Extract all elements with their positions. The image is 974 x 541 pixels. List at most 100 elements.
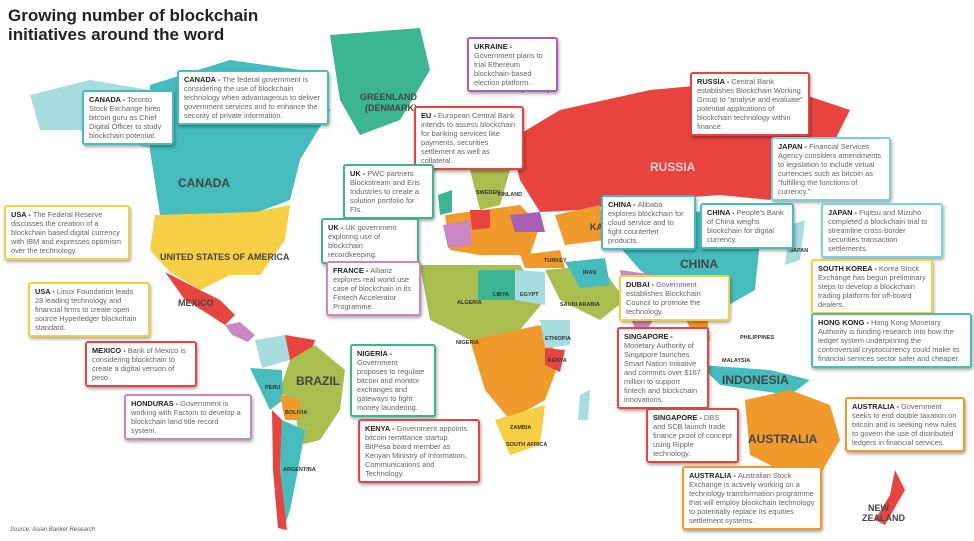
callout-singapore: SINGAPORE - Monetary Authority of Singap… bbox=[617, 327, 709, 409]
callout-honduras: HONDURAS - Government is working with Fa… bbox=[124, 394, 252, 440]
kazakhstan-region bbox=[555, 205, 605, 245]
callout-text: Australian Stock Exchange is actively wo… bbox=[689, 471, 815, 525]
callout-china: CHINA - People's Bank of China weighs bl… bbox=[700, 203, 794, 249]
country-label: LIBYA bbox=[493, 292, 509, 298]
callout-text: Toronto Stock Exchange hires bitcoin gur… bbox=[89, 95, 162, 140]
country-label: SAUDI ARABIA bbox=[560, 302, 600, 308]
callout-country: HONG KONG - bbox=[818, 318, 871, 327]
country-label: KAZ bbox=[590, 222, 609, 232]
country-label: GREENLAND bbox=[360, 92, 418, 102]
callout-eu: EU - European Central Bank intends to as… bbox=[414, 106, 524, 170]
callout-country: AUSTRALIA - bbox=[689, 471, 738, 480]
callout-japan: JAPAN - Financial Services Agency consid… bbox=[771, 137, 891, 201]
country-label: ETHIOPIA bbox=[545, 336, 571, 342]
callout-text: Central Bank establishes Blockchain Work… bbox=[697, 77, 803, 131]
country-label: JAPAN bbox=[790, 248, 809, 254]
callout-country: AUSTRALIA - bbox=[852, 402, 901, 411]
callout-text: Monetary Authority of Singapore launches… bbox=[624, 341, 701, 404]
ukraine-region bbox=[510, 212, 545, 232]
callout-text: Government plans to trial Ethereum block… bbox=[474, 51, 543, 87]
southern-africa-region bbox=[495, 405, 545, 455]
country-label: PERU bbox=[265, 385, 281, 391]
callout-text: Financial Services Agency considers amen… bbox=[778, 142, 882, 196]
country-label: SOUTH AFRICA bbox=[506, 442, 548, 448]
usa-region bbox=[150, 205, 290, 290]
kenya-region bbox=[545, 348, 565, 372]
page-title: Growing number of blockchain initiatives… bbox=[8, 6, 259, 44]
callout-country: SINGAPORE - bbox=[653, 413, 704, 422]
country-label: ALGERIA bbox=[457, 300, 482, 306]
mexico-region bbox=[165, 272, 235, 325]
country-label: RUSSIA bbox=[650, 160, 696, 174]
uk-region bbox=[438, 190, 452, 215]
callout-country: USA - bbox=[11, 210, 33, 219]
callout-usa: USA - Linux Foundation leads 28 leading … bbox=[28, 282, 150, 337]
country-label: TURKEY bbox=[544, 258, 567, 264]
bolivia-region bbox=[280, 395, 300, 420]
callout-country: MEXICO - bbox=[92, 346, 128, 355]
callout-text: Government appoints bitcoin remittance s… bbox=[365, 424, 468, 478]
callout-text: The federal government is considering th… bbox=[184, 75, 321, 120]
country-label: CANADA bbox=[178, 176, 230, 190]
country-label: MEXICO bbox=[178, 298, 214, 308]
country-label: KENYA bbox=[548, 358, 567, 364]
libya-region bbox=[478, 270, 515, 300]
callout-country: UKRAINE - bbox=[474, 42, 513, 51]
callout-text: European Central Bank intends to assess … bbox=[421, 111, 516, 165]
callout-text: Allianz explores real world use case of … bbox=[333, 266, 412, 311]
country-label: ZAMBIA bbox=[510, 425, 532, 431]
callout-canada: CANADA - Toronto Stock Exchange hires bi… bbox=[82, 90, 174, 145]
brazil-region bbox=[280, 345, 345, 445]
country-label: NIGERIA bbox=[456, 340, 479, 346]
country-label: AUSTRALIA bbox=[748, 432, 818, 446]
new-zealand-region bbox=[875, 470, 905, 525]
callout-country: SINGAPORE - bbox=[624, 332, 673, 341]
callout-country: CHINA - bbox=[608, 200, 638, 209]
callout-text: Linux Foundation leads 28 leading techno… bbox=[35, 287, 137, 332]
callout-country: CANADA - bbox=[184, 75, 223, 84]
argentina-region bbox=[280, 420, 305, 525]
source-note: Source: Asian Banker Research bbox=[10, 527, 96, 533]
central-africa-region bbox=[470, 325, 560, 420]
callout-text: Hong Kong Monetary Authority is funding … bbox=[818, 318, 960, 363]
callout-text: People's Bank of China weighs blockchain… bbox=[707, 208, 784, 244]
country-label: FINLAND bbox=[498, 192, 523, 198]
country-label: INDONESIA bbox=[722, 373, 789, 387]
callout-mexico: MEXICO - Bank of Mexico is considering b… bbox=[85, 341, 197, 387]
callout-text: Bank of Mexico is considering blockchain… bbox=[92, 346, 186, 382]
callout-dubai: DUBAI - Government establishes Blockchai… bbox=[619, 275, 730, 321]
callout-country: KENYA - bbox=[365, 424, 397, 433]
callout-text: Alibaba explores blockchain for cloud se… bbox=[608, 200, 684, 245]
ethiopia-region bbox=[540, 320, 570, 348]
callout-country: SOUTH KOREA - bbox=[818, 264, 879, 273]
callout-kenya: KENYA - Government appoints bitcoin remi… bbox=[358, 419, 480, 483]
country-label: PHILIPPINES bbox=[740, 335, 775, 341]
country-label: SWEDEN bbox=[476, 190, 501, 196]
country-label: MALAYSIA bbox=[722, 358, 751, 364]
country-label: CHINA bbox=[680, 257, 718, 271]
madagascar-region bbox=[578, 390, 590, 420]
country-label: ARGENTINA bbox=[283, 467, 316, 473]
egypt-region bbox=[515, 270, 545, 305]
callout-country: JAPAN - bbox=[828, 208, 860, 217]
callout-country: UK - bbox=[328, 223, 346, 232]
country-label: NEW bbox=[868, 503, 889, 513]
turkey-region bbox=[520, 250, 565, 268]
callout-russia: RUSSIA - Central Bank establishes Blockc… bbox=[690, 72, 810, 136]
callout-text: Fujitsu and Mizuho completed a blockchai… bbox=[828, 208, 928, 253]
callout-hong-kong: HONG KONG - Hong Kong Monetary Authority… bbox=[811, 313, 972, 368]
country-label: BOLIVIA bbox=[285, 410, 308, 416]
indonesia-region bbox=[700, 365, 810, 395]
callout-ukraine: UKRAINE - Government plans to trial Ethe… bbox=[467, 37, 558, 92]
callout-text: DBS and SCB launch trade finance proof o… bbox=[653, 413, 732, 458]
greenland-region bbox=[330, 28, 430, 135]
callout-text: Government proposes to regulate bitcoin … bbox=[357, 358, 425, 412]
germany-region bbox=[470, 210, 490, 230]
australia-region bbox=[745, 390, 840, 475]
callout-canada: CANADA - The federal government is consi… bbox=[177, 70, 329, 125]
callout-japan: JAPAN - Fujitsu and Mizuho completed a b… bbox=[821, 203, 943, 258]
country-label: (DENMARK) bbox=[365, 103, 417, 113]
callout-singapore: SINGAPORE - DBS and SCB launch trade fin… bbox=[646, 408, 739, 463]
callout-text: Government establishes Blockchain Counci… bbox=[626, 280, 701, 316]
callout-country: CHINA - bbox=[707, 208, 737, 217]
